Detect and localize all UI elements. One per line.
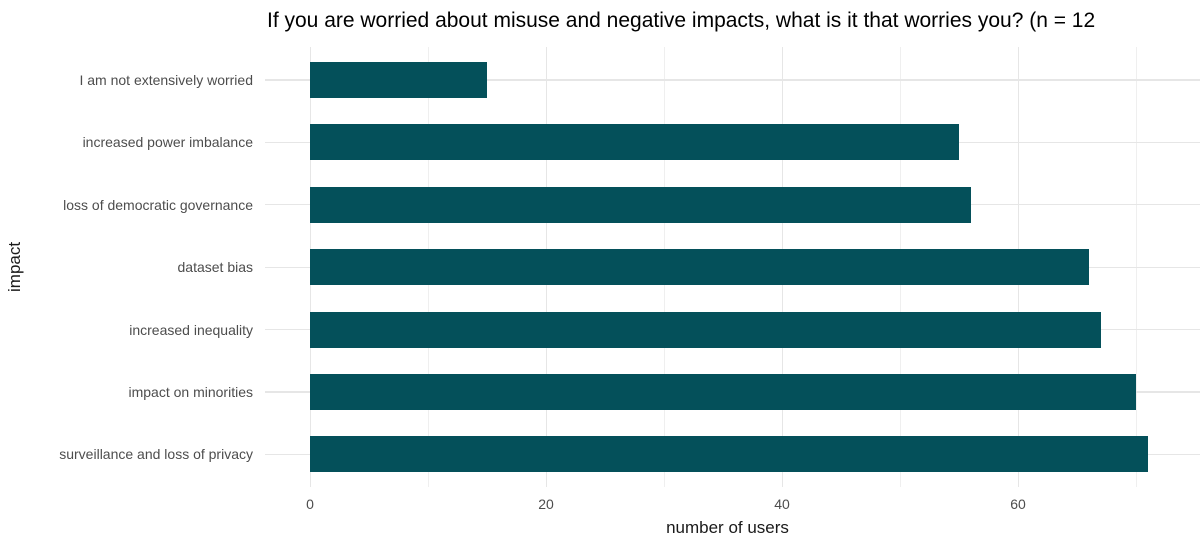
plot-panel <box>265 47 1200 487</box>
bar <box>310 124 959 161</box>
category-label: dataset bias <box>177 259 254 276</box>
category-label: increased inequality <box>129 321 253 338</box>
x-tick-label: 40 <box>774 496 790 512</box>
x-tick-label: 0 <box>306 496 314 512</box>
bar <box>310 436 1148 473</box>
bar <box>310 374 1136 410</box>
x-axis-title: number of users <box>666 518 789 537</box>
chart-title: If you are worried about misuse and nega… <box>267 9 1096 32</box>
bar <box>310 311 1101 348</box>
category-label: loss of democratic governance <box>63 196 253 213</box>
category-label: increased power imbalance <box>82 134 253 151</box>
bar <box>310 249 1089 286</box>
category-label: surveillance and loss of privacy <box>59 446 253 463</box>
x-tick-label: 20 <box>538 496 554 512</box>
category-label: impact on minorities <box>128 384 254 400</box>
bar <box>310 62 487 98</box>
bar <box>310 186 971 223</box>
gridline-horizontal-major <box>265 79 1200 81</box>
category-label: I am not extensively worried <box>79 72 253 88</box>
x-tick-label: 60 <box>1010 496 1026 512</box>
